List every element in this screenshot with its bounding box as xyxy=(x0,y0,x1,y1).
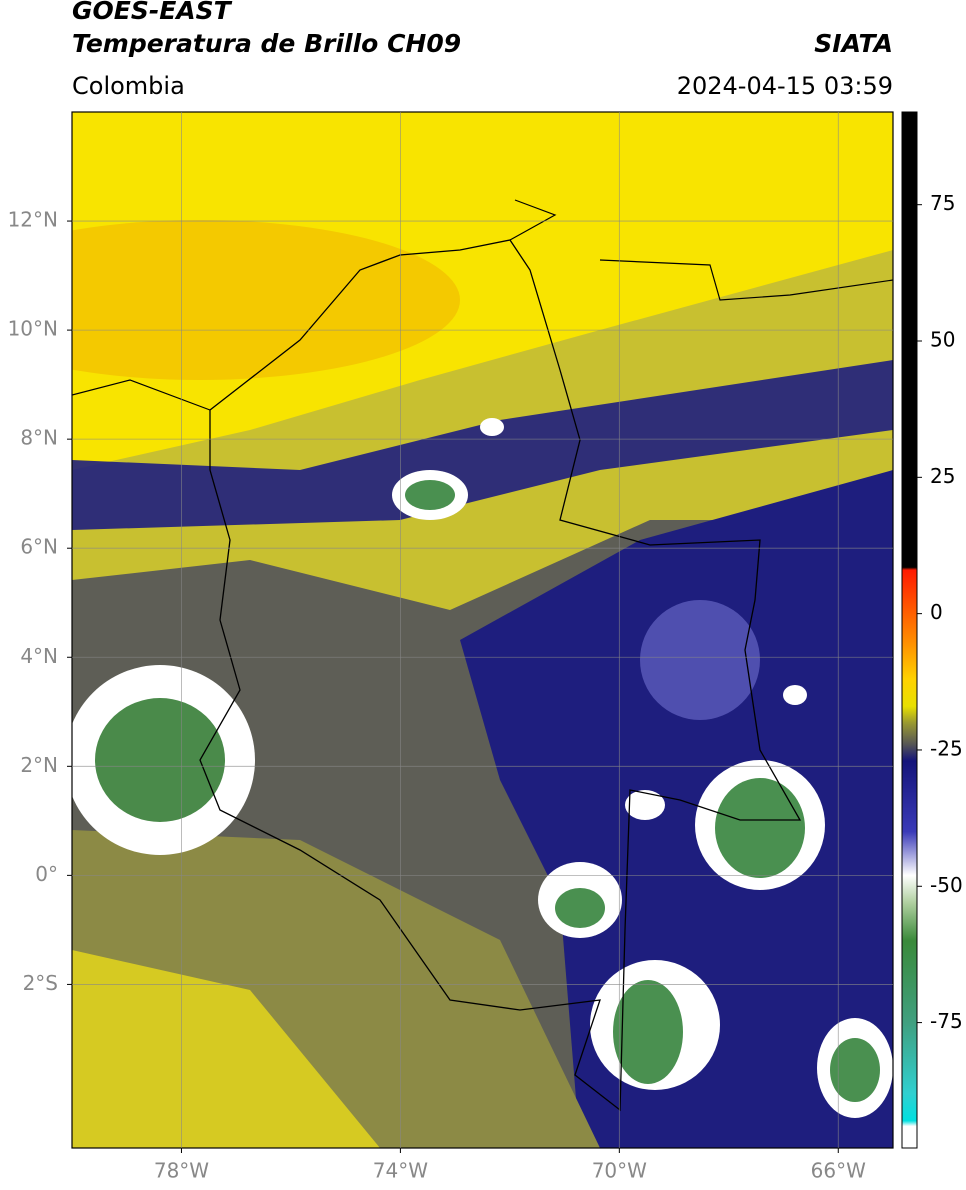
colorbar-label: -75 xyxy=(930,1009,963,1033)
x-tick-label: 78°W xyxy=(154,1159,209,1183)
band xyxy=(460,470,893,1148)
storms xyxy=(72,418,893,1118)
coastline xyxy=(72,199,893,411)
x-tick-label: 70°W xyxy=(592,1159,647,1183)
y-tick-label: 2°N xyxy=(20,753,58,777)
y-tick-label: 0° xyxy=(35,862,58,886)
map-image xyxy=(72,112,893,1148)
band xyxy=(72,950,380,1148)
x-tick-label: 74°W xyxy=(373,1159,428,1183)
y-tick-label: 2°S xyxy=(23,971,58,995)
y-tick-label: 10°N xyxy=(8,317,58,341)
colorbar-label: -50 xyxy=(930,873,963,897)
y-tick-label: 12°N xyxy=(8,208,58,232)
colorbar-label: 25 xyxy=(930,464,955,488)
colorbar-label: 75 xyxy=(930,191,955,215)
y-tick-label: 4°N xyxy=(20,644,58,668)
colorbar xyxy=(901,111,918,1149)
region: Colombia xyxy=(72,72,185,100)
title: GOES-EAST xyxy=(72,0,233,25)
border xyxy=(199,239,802,1112)
y-tick-label: 6°N xyxy=(20,535,58,559)
x-tick-label: 66°W xyxy=(811,1159,866,1183)
colorbar-label: 50 xyxy=(930,328,955,352)
warm-area xyxy=(72,220,460,380)
source: SIATA xyxy=(814,29,893,58)
colorbar-label: -25 xyxy=(930,736,963,760)
y-tick-label: 8°N xyxy=(20,426,58,450)
colorbar-label: 0 xyxy=(930,600,943,624)
subtitle: Temperatura de Brillo CH09 xyxy=(72,29,461,58)
datetime: 2024-04-15 03:59 xyxy=(677,72,893,100)
band xyxy=(72,360,893,530)
map-frame xyxy=(71,111,894,1149)
